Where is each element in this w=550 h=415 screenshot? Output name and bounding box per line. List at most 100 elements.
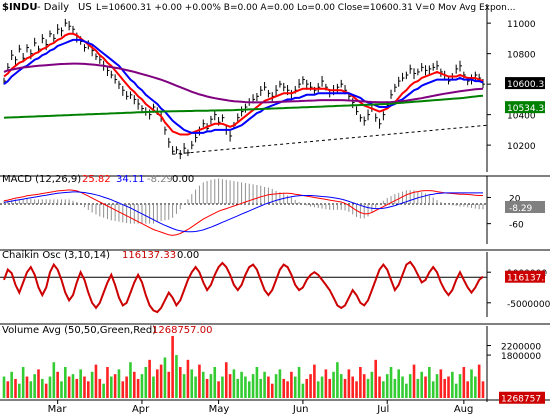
volume-bar bbox=[10, 371, 13, 398]
support-trendline bbox=[172, 124, 487, 155]
volume-bar bbox=[41, 378, 44, 398]
volume-bar bbox=[420, 371, 423, 398]
volume-bar bbox=[109, 376, 113, 398]
macd-signal-line bbox=[3, 191, 483, 233]
volume-bar bbox=[163, 357, 167, 398]
volume-y-tick-label: 1800000 bbox=[501, 352, 541, 362]
macd-readout: 34.11 bbox=[116, 174, 145, 185]
volume-bar bbox=[37, 369, 40, 398]
volume-bar bbox=[140, 374, 144, 398]
volume-bar bbox=[190, 369, 194, 398]
last-price-box bbox=[505, 77, 545, 90]
chart-stats: L=10600.31 +0.00 +0.00% B=0.00 A=0.00 Lo… bbox=[96, 3, 515, 13]
volume-bar bbox=[14, 378, 17, 398]
volume-bar bbox=[293, 376, 297, 398]
ma-200-label: 10534.34 bbox=[507, 104, 550, 114]
volume-bar bbox=[447, 376, 450, 398]
volume-bar bbox=[416, 378, 420, 398]
volume-bar bbox=[48, 376, 52, 398]
y-tick-label: 10400 bbox=[507, 112, 536, 122]
volume-bar bbox=[290, 371, 293, 398]
chaikin-line bbox=[3, 260, 484, 314]
volume-bar bbox=[21, 367, 25, 398]
volume-bar bbox=[462, 367, 466, 398]
volume-bar bbox=[412, 364, 416, 398]
volume-bar bbox=[182, 374, 186, 398]
volume-bar bbox=[198, 364, 201, 398]
volume-bar bbox=[282, 378, 286, 398]
volume-bar bbox=[209, 374, 213, 398]
volume-bar bbox=[18, 383, 21, 398]
price-ema_red-line bbox=[3, 32, 484, 136]
volume-bar bbox=[148, 359, 151, 398]
macd-histogram bbox=[3, 178, 484, 224]
volume-bar bbox=[443, 378, 446, 398]
volume-bar bbox=[301, 383, 305, 398]
chart-exchange: US bbox=[78, 2, 92, 13]
volume-bar bbox=[431, 381, 435, 398]
macd-y-tick-label: 20 bbox=[509, 194, 521, 204]
volume-bar bbox=[336, 362, 339, 398]
macd-readout: 25.82 bbox=[82, 174, 111, 185]
chart-symbol: $INDU bbox=[2, 2, 37, 13]
volume-bar bbox=[6, 381, 10, 398]
volume-bar bbox=[178, 367, 182, 398]
chaikin-title: Chaikin Osc (3,10,14) bbox=[2, 250, 110, 261]
x-tick-label: Jun bbox=[292, 404, 309, 415]
ma-200-box bbox=[505, 101, 545, 114]
volume-bar bbox=[347, 369, 351, 398]
volume-bar bbox=[205, 378, 209, 398]
volume-bar bbox=[221, 376, 224, 398]
volume-bar bbox=[477, 364, 481, 398]
volume-bar bbox=[405, 383, 408, 398]
volume-bar bbox=[362, 374, 366, 398]
volume-bar bbox=[186, 359, 190, 398]
volume-bar bbox=[297, 367, 301, 398]
volume-bar bbox=[408, 374, 412, 398]
volume-bar bbox=[217, 381, 220, 398]
volume-bar bbox=[351, 376, 355, 398]
volume-bar bbox=[29, 381, 33, 398]
volume-y-tick-label: 2200000 bbox=[501, 343, 541, 353]
chart-period: - Daily bbox=[37, 2, 69, 13]
volume-bar bbox=[236, 378, 240, 398]
x-tick-label: Mar bbox=[48, 404, 68, 415]
volume-bar bbox=[270, 383, 274, 398]
volume-bar bbox=[397, 369, 400, 398]
volume-bar bbox=[328, 378, 332, 398]
volume-bar bbox=[60, 381, 63, 398]
y-tick-label: 11000 bbox=[507, 20, 536, 30]
volume-bar bbox=[316, 381, 320, 398]
volume-bar bbox=[389, 367, 393, 398]
volume-bar bbox=[481, 381, 485, 398]
volume-bar bbox=[251, 374, 255, 398]
volume-bar bbox=[44, 383, 48, 398]
price-ema_purple-line bbox=[3, 62, 484, 104]
volume-bar bbox=[167, 371, 171, 398]
volume-bar bbox=[454, 383, 458, 398]
volume-bar bbox=[121, 381, 125, 398]
macd-macd-line bbox=[3, 189, 483, 236]
volume-bar bbox=[435, 374, 439, 398]
volume-bar bbox=[117, 369, 121, 398]
y-tick-label: 10200 bbox=[507, 142, 536, 152]
volume-bar bbox=[263, 371, 266, 398]
macd-y-tick-label: -60 bbox=[509, 221, 524, 231]
x-tick-label: May bbox=[209, 404, 230, 415]
macd-title: MACD (12,26,9) bbox=[2, 174, 81, 185]
volume-bar bbox=[470, 369, 473, 398]
macd-current-box bbox=[505, 201, 545, 213]
volume-bar bbox=[79, 369, 82, 398]
volume-bar bbox=[75, 378, 79, 398]
volume-bar bbox=[466, 381, 469, 398]
volume-bar bbox=[175, 355, 178, 398]
volume-bar bbox=[439, 369, 443, 398]
last-price-label: 10600.31 bbox=[507, 80, 550, 90]
volume-bar bbox=[106, 367, 109, 398]
volume-bars bbox=[2, 336, 485, 398]
volume-bar bbox=[313, 364, 316, 398]
chaikin-readout: 0.00 bbox=[177, 250, 199, 261]
macd-current-label: -8.29 bbox=[509, 204, 533, 214]
chaikin-current-box bbox=[505, 270, 545, 283]
